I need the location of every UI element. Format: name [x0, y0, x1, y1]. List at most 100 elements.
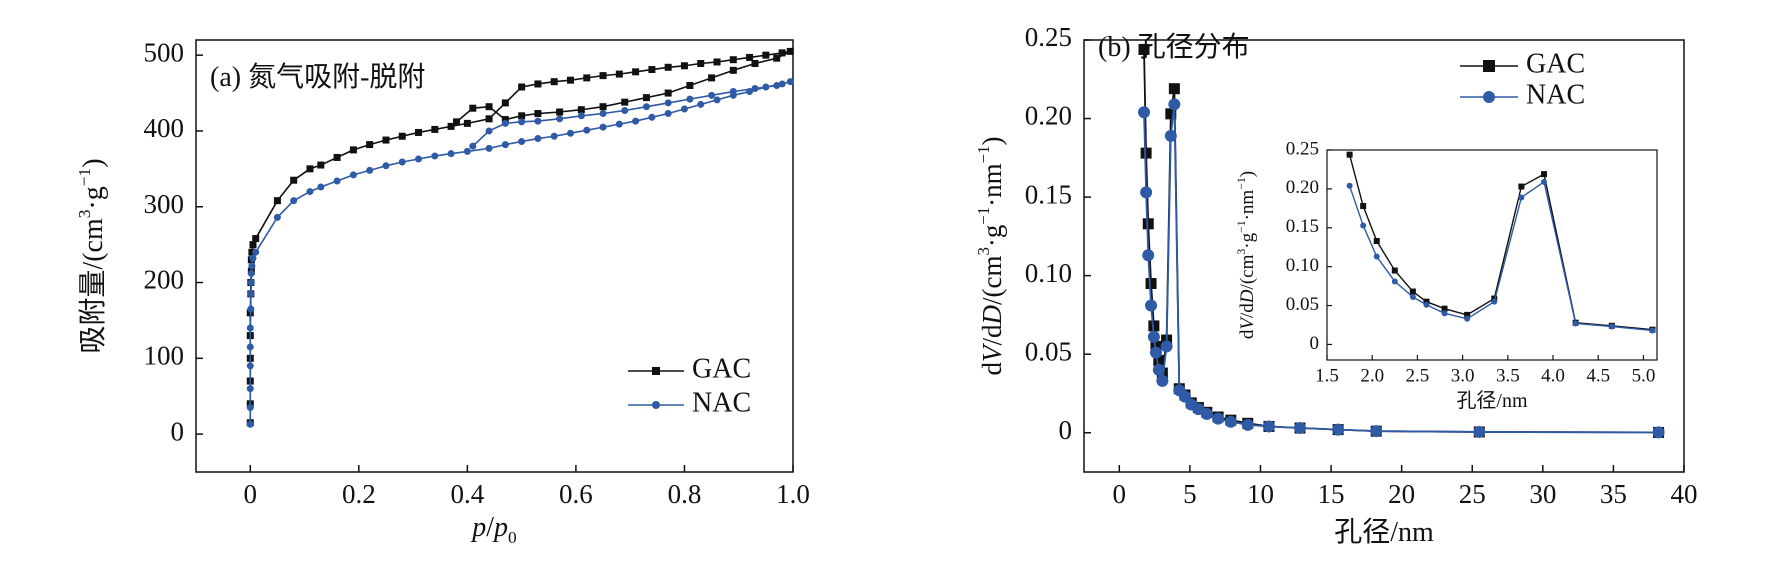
y-tick-label: 0.20 — [1025, 101, 1072, 131]
data-point-gac — [382, 136, 390, 144]
data-point-gac — [1518, 183, 1525, 190]
data-point-gac — [273, 197, 281, 205]
data-point-nac — [773, 81, 781, 89]
data-point-nac — [1370, 425, 1383, 438]
data-point-nac — [349, 171, 357, 179]
data-point-nac — [648, 113, 656, 121]
data-point-nac — [290, 197, 298, 205]
x-tick-label: 0.2 — [342, 479, 376, 509]
data-point-nac — [599, 123, 607, 131]
x-tick-label: 0.4 — [450, 479, 484, 509]
data-point-gac — [1423, 298, 1430, 305]
data-point-gac — [786, 47, 794, 55]
y-tick-label: 100 — [144, 341, 185, 371]
x-tick-label: 2.0 — [1360, 365, 1384, 386]
data-point-gac — [431, 125, 439, 133]
data-point-gac — [1142, 218, 1154, 230]
data-point-gac — [485, 103, 493, 111]
data-point-gac — [252, 235, 260, 243]
data-point-gac — [686, 81, 694, 89]
data-point-gac — [518, 83, 526, 91]
data-point-nac — [664, 99, 672, 107]
x-tick-label: 15 — [1318, 479, 1345, 509]
y-tick-label: 0.15 — [1286, 216, 1319, 237]
x-axis-label: p/p0 — [470, 512, 517, 547]
data-point-nac — [246, 362, 254, 370]
data-point-gac — [664, 63, 672, 71]
x-tick-label: 0.8 — [668, 479, 702, 509]
data-point-nac — [615, 120, 623, 128]
chart-title: (b) 孔径分布 — [1098, 31, 1250, 63]
data-point-nac — [621, 106, 629, 114]
data-point-nac — [583, 126, 591, 134]
data-point-gac — [534, 110, 542, 118]
data-point-nac — [1262, 420, 1275, 433]
data-point-nac — [1649, 327, 1656, 334]
y-tick-label: 300 — [144, 189, 185, 219]
x-tick-label: 4.5 — [1586, 365, 1610, 386]
data-point-nac — [534, 135, 542, 143]
data-point-gac — [333, 153, 341, 161]
inset-x-axis-label: 孔径/nm — [1456, 389, 1528, 412]
data-point-nac — [534, 117, 542, 125]
data-point-nac — [1441, 310, 1448, 317]
y-tick-label: 0 — [1310, 333, 1320, 354]
data-point-gac — [290, 176, 298, 184]
data-point-nac — [1140, 186, 1153, 199]
x-tick-label: 10 — [1247, 479, 1274, 509]
data-point-nac — [1152, 363, 1165, 376]
data-point-gac — [746, 53, 754, 61]
data-point-nac — [1409, 294, 1416, 300]
data-point-nac — [246, 343, 254, 351]
y-tick-label: 0.10 — [1025, 258, 1072, 288]
data-point-nac — [632, 117, 640, 125]
data-point-gac — [583, 74, 591, 82]
data-point-gac — [1346, 151, 1353, 158]
x-tick-label: 3.5 — [1496, 365, 1520, 386]
data-point-nac — [680, 105, 688, 113]
data-point-gac — [463, 119, 471, 127]
data-point-gac — [642, 94, 650, 102]
x-tick-label: 2.5 — [1406, 365, 1430, 386]
data-point-gac — [599, 72, 607, 80]
data-point-nac — [366, 166, 374, 174]
y-tick-label: 200 — [144, 265, 185, 295]
y-tick-label: 0 — [1059, 415, 1073, 445]
data-point-nac — [1373, 253, 1380, 260]
data-point-nac — [249, 254, 257, 262]
series-nac — [1346, 178, 1656, 334]
data-point-gac — [1441, 305, 1448, 312]
data-point-gac — [415, 128, 423, 136]
series-line-nac — [1348, 181, 1653, 332]
y-tick-label: 0.05 — [1286, 294, 1319, 315]
data-point-gac — [566, 76, 574, 84]
data-point-gac — [773, 54, 781, 62]
data-point-nac — [398, 158, 406, 166]
data-point-gac — [1138, 43, 1150, 55]
x-tick-label: 1.0 — [776, 479, 810, 509]
data-point-nac — [1164, 129, 1177, 142]
data-point-nac — [556, 115, 564, 123]
x-tick-label: 20 — [1388, 479, 1415, 509]
data-point-nac — [1142, 249, 1155, 262]
data-point-nac — [501, 119, 509, 127]
y-tick-label: 500 — [144, 37, 185, 67]
x-tick-label: 30 — [1529, 479, 1556, 509]
data-point-nac — [697, 100, 705, 108]
data-point-nac — [415, 155, 423, 163]
legend-label: NAC — [1526, 79, 1585, 110]
series-nac — [1138, 98, 1665, 439]
legend-marker — [1483, 60, 1495, 72]
data-point-nac — [762, 83, 770, 91]
data-point-nac — [708, 91, 716, 99]
y-axis-label: 吸附量/(cm3·g−1) — [75, 158, 109, 353]
data-point-nac — [246, 385, 254, 393]
data-point-gac — [713, 58, 721, 66]
data-point-gac — [1409, 288, 1416, 295]
x-tick-label: 5.0 — [1632, 365, 1656, 386]
data-point-nac — [686, 95, 694, 103]
panel-a-adsorption-chart: 0 0.2 0.4 0.6 0.8 1.0 0 100 200 300 400 500 (a) 氮气吸附… — [75, 37, 809, 547]
data-point-nac — [485, 144, 493, 152]
